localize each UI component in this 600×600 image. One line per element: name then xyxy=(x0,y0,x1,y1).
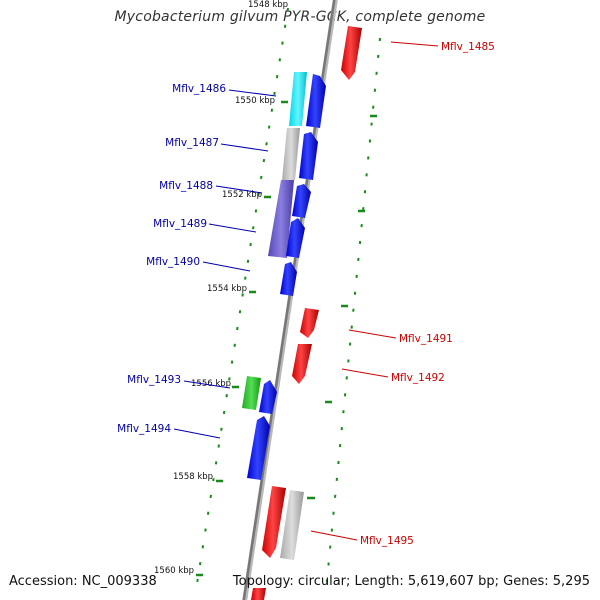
accession-text: Accession: NC_009338 xyxy=(9,574,157,589)
gene-label-mflv-1489: Mflv_1489 xyxy=(153,218,207,230)
gene-arrow-next xyxy=(251,588,266,600)
kbp-label-1558: 1558 kbp xyxy=(173,472,213,482)
gene-block-mflv-1488 xyxy=(268,180,294,258)
kbp-label-1554: 1554 kbp xyxy=(207,284,247,294)
gene-arrow-mflv-1495[interactable] xyxy=(262,486,286,558)
label-leaders xyxy=(173,41,439,541)
kbp-label-1548: 1548 kbp xyxy=(248,0,288,10)
major-ticks xyxy=(196,100,377,577)
gene-block-mflv-1493 xyxy=(242,376,261,410)
gene-arrow-mflv-1491[interactable] xyxy=(300,308,319,338)
gene-arrow-mflv-1490[interactable] xyxy=(280,262,297,296)
gene-label-mflv-1486: Mflv_1486 xyxy=(172,83,226,95)
gene-label-mflv-1493: Mflv_1493 xyxy=(127,374,181,386)
gene-arrow-mflv-1487[interactable] xyxy=(299,132,318,180)
kbp-label-1560: 1560 kbp xyxy=(154,566,194,576)
gene-block-mflv-1486 xyxy=(289,72,307,126)
kbp-label-1550: 1550 kbp xyxy=(235,96,275,106)
gene-block-mflv-1495 xyxy=(280,490,304,560)
kbp-label-1556: 1556 kbp xyxy=(191,379,231,389)
gene-arrow-mflv-1493[interactable] xyxy=(259,380,277,414)
gene-arrow-mflv-1492[interactable] xyxy=(292,344,312,384)
gene-features xyxy=(242,26,362,600)
gene-arrow-mflv-1485[interactable] xyxy=(341,26,362,80)
kbp-label-1552: 1552 kbp xyxy=(222,190,262,200)
gene-label-mflv-1488: Mflv_1488 xyxy=(159,180,213,192)
gene-arrow-mflv-1494[interactable] xyxy=(247,416,270,480)
gene-label-mflv-1490: Mflv_1490 xyxy=(146,256,200,268)
topology-text: Topology: circular; Length: 5,619,607 bp… xyxy=(232,574,590,589)
gene-label-mflv-1492: Mflv_1492 xyxy=(391,372,445,384)
gene-arrow-mflv-1486[interactable] xyxy=(306,74,326,128)
map-title: Mycobacterium gilvum PYR-GCK, complete g… xyxy=(114,9,486,25)
gene-label-mflv-1491: Mflv_1491 xyxy=(399,333,453,345)
kbp-labels: 1548 kbp 1550 kbp 1552 kbp 1554 kbp 1556… xyxy=(154,0,288,576)
gene-label-mflv-1495: Mflv_1495 xyxy=(360,535,414,547)
gene-block-mflv-1487 xyxy=(282,128,300,180)
gene-arrow-mflv-1489[interactable] xyxy=(286,218,305,258)
gene-label-mflv-1494: Mflv_1494 xyxy=(117,423,171,435)
gene-labels: Mflv_1485 Mflv_1486 Mflv_1487 Mflv_1488 … xyxy=(117,41,495,547)
gene-label-mflv-1487: Mflv_1487 xyxy=(165,137,219,149)
gene-arrow-mflv-1488[interactable] xyxy=(292,184,311,218)
gene-label-mflv-1485: Mflv_1485 xyxy=(441,41,495,53)
outer-tick-ring xyxy=(325,37,381,591)
